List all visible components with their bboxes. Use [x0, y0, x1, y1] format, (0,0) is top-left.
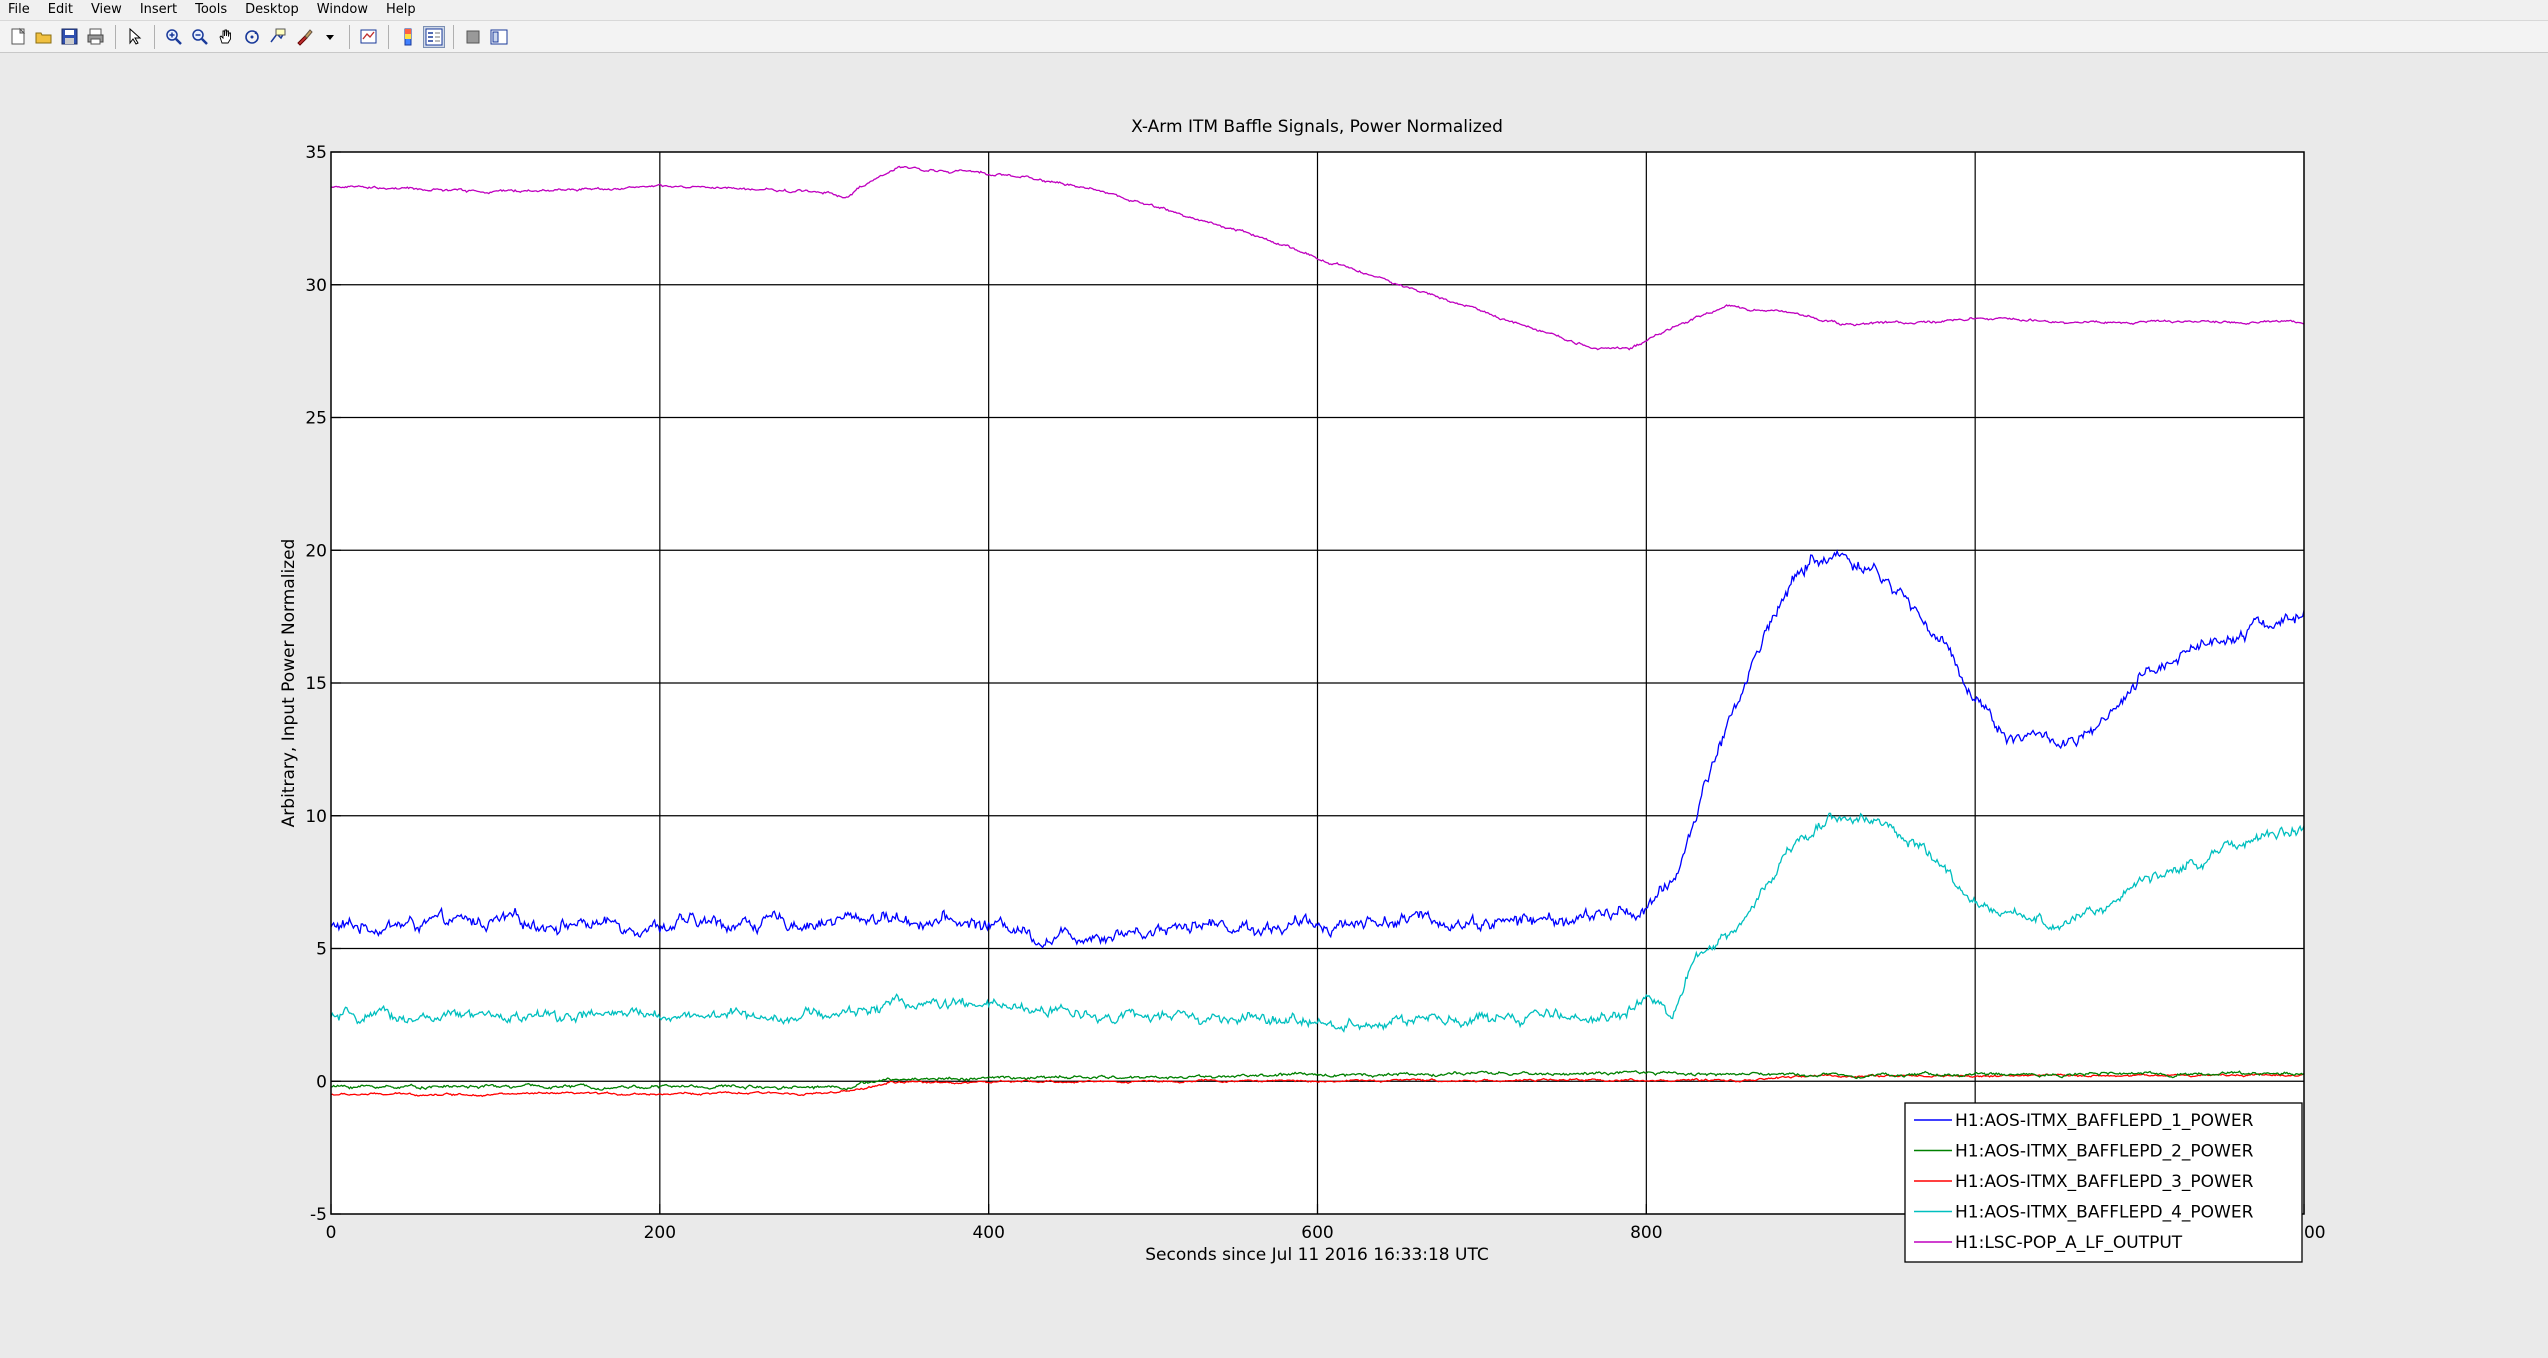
menu-tools[interactable]: Tools — [195, 2, 228, 17]
y-tick-label: 15 — [305, 674, 327, 694]
hide-plot-tools-button[interactable] — [462, 26, 484, 48]
y-tick-label: 0 — [316, 1072, 327, 1092]
toolbar-separator — [154, 24, 155, 49]
legend-label: H1:AOS-ITMX_BAFFLEPD_1_POWER — [1955, 1111, 2254, 1131]
show-plot-tools-icon — [490, 29, 508, 44]
series-group — [330, 165, 2305, 1098]
zoom-out-icon — [192, 28, 208, 45]
dropdown-arrow-button[interactable] — [319, 26, 341, 48]
y-axis-label: Arbitrary, Input Power Normalized — [279, 539, 299, 828]
menu-window[interactable]: Window — [316, 2, 369, 17]
legend-box — [1904, 1102, 2303, 1263]
x-tick-label: 200 — [644, 1223, 676, 1243]
grid-lines — [331, 152, 2304, 1214]
colorbar-button[interactable] — [397, 26, 419, 48]
x-tick-label: 800 — [1630, 1223, 1662, 1243]
show-plot-tools-button[interactable] — [488, 26, 510, 48]
figure-canvas: X-Arm ITM Baffle Signals, Power Normaliz… — [279, 117, 2326, 1265]
y-tick-label: 35 — [305, 143, 327, 163]
toolbar-separator — [349, 24, 350, 49]
y-tick-label: 20 — [305, 541, 327, 561]
rotate-3d-button[interactable] — [241, 26, 263, 48]
legend-label: H1:AOS-ITMX_BAFFLEPD_4_POWER — [1955, 1203, 2254, 1223]
new-figure-icon — [11, 27, 26, 44]
figure-toolbar — [0, 21, 2548, 53]
x-tick-label: 0 — [326, 1223, 337, 1243]
chart-title: X-Arm ITM Baffle Signals, Power Normaliz… — [1131, 117, 1503, 137]
x-tick-label: 400 — [972, 1223, 1004, 1243]
link-plot-icon — [360, 29, 377, 43]
menu-view[interactable]: View — [90, 2, 122, 17]
legend-label: H1:AOS-ITMX_BAFFLEPD_3_POWER — [1955, 1172, 2254, 1192]
print-button[interactable] — [85, 26, 107, 48]
toolbar-separator — [115, 24, 116, 49]
series-line-4 — [330, 812, 2305, 1033]
data-cursor-icon — [270, 28, 286, 42]
series-line-5 — [330, 165, 2305, 351]
edit-plot-arrow-icon — [129, 27, 142, 45]
open-file-icon — [35, 32, 52, 43]
toolbar-separator — [388, 24, 389, 49]
legend-icon — [425, 28, 443, 45]
dropdown-arrow-icon — [326, 34, 334, 40]
menu-bar: File Edit View Insert Tools Desktop Window Help — [0, 0, 2548, 21]
y-tick-label: 30 — [305, 276, 327, 296]
legend-label: H1:AOS-ITMX_BAFFLEPD_2_POWER — [1955, 1142, 2254, 1162]
menu-insert[interactable]: Insert — [139, 2, 178, 17]
rotate-3d-icon — [245, 29, 259, 44]
zoom-in-icon — [166, 28, 182, 45]
pan-hand-button[interactable] — [215, 26, 237, 48]
new-figure-button[interactable] — [7, 26, 29, 48]
legend-button[interactable] — [423, 25, 445, 48]
brush-button[interactable] — [293, 26, 315, 48]
legend-label: H1:LSC-POP_A_LF_OUTPUT — [1955, 1233, 2183, 1253]
menu-desktop[interactable]: Desktop — [245, 2, 299, 17]
x-tick-label: 600 — [1301, 1223, 1333, 1243]
print-icon — [87, 28, 104, 44]
toolbar-separator — [453, 24, 454, 49]
save-icon — [61, 28, 78, 44]
menu-help[interactable]: Help — [386, 2, 416, 17]
hide-plot-tools-icon — [466, 30, 480, 43]
y-tick-label: 5 — [316, 940, 327, 960]
colorbar-icon — [404, 28, 412, 45]
zoom-out-button[interactable] — [189, 26, 211, 48]
series-line-3 — [330, 1073, 2305, 1098]
menu-file[interactable]: File — [8, 2, 30, 17]
y-tick-label: 10 — [305, 807, 327, 827]
series-line-1 — [330, 549, 2305, 949]
data-cursor-button[interactable] — [267, 26, 289, 48]
series-line-2 — [330, 1070, 2305, 1091]
brush-icon — [297, 28, 313, 46]
pan-hand-icon — [219, 29, 231, 43]
save-button[interactable] — [59, 26, 81, 48]
y-tick-label: 25 — [305, 409, 327, 429]
menu-edit[interactable]: Edit — [47, 2, 73, 17]
y-tick-label: -5 — [310, 1205, 327, 1225]
zoom-in-button[interactable] — [163, 26, 185, 48]
edit-plot-arrow-button[interactable] — [124, 26, 146, 48]
x-axis-label: Seconds since Jul 11 2016 16:33:18 UTC — [1145, 1245, 1488, 1265]
open-file-button[interactable] — [33, 26, 55, 48]
link-plot-button[interactable] — [358, 26, 380, 48]
legend[interactable]: H1:AOS-ITMX_BAFFLEPD_1_POWER H1:AOS-ITMX_… — [1904, 1102, 2303, 1263]
